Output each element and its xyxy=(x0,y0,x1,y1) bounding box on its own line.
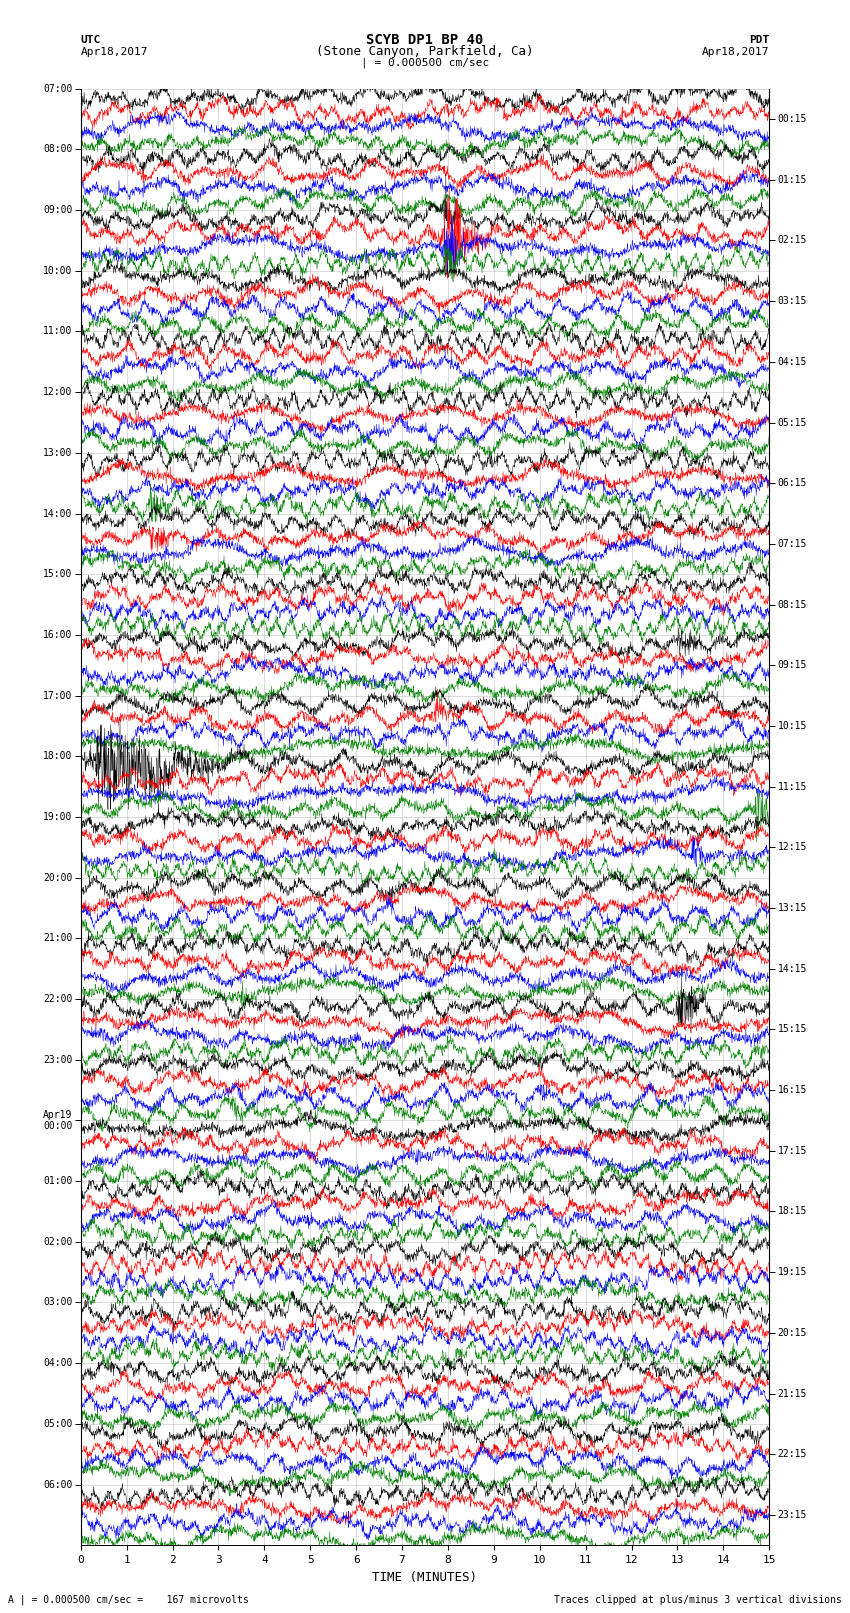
Text: (Stone Canyon, Parkfield, Ca): (Stone Canyon, Parkfield, Ca) xyxy=(316,45,534,58)
Text: Apr18,2017: Apr18,2017 xyxy=(81,47,148,56)
Text: | = 0.000500 cm/sec: | = 0.000500 cm/sec xyxy=(361,58,489,68)
Text: PDT: PDT xyxy=(749,35,769,45)
Text: SCYB DP1 BP 40: SCYB DP1 BP 40 xyxy=(366,34,484,47)
Text: A | = 0.000500 cm/sec =    167 microvolts: A | = 0.000500 cm/sec = 167 microvolts xyxy=(8,1594,249,1605)
Text: UTC: UTC xyxy=(81,35,101,45)
X-axis label: TIME (MINUTES): TIME (MINUTES) xyxy=(372,1571,478,1584)
Text: Apr18,2017: Apr18,2017 xyxy=(702,47,769,56)
Text: Traces clipped at plus/minus 3 vertical divisions: Traces clipped at plus/minus 3 vertical … xyxy=(553,1595,842,1605)
